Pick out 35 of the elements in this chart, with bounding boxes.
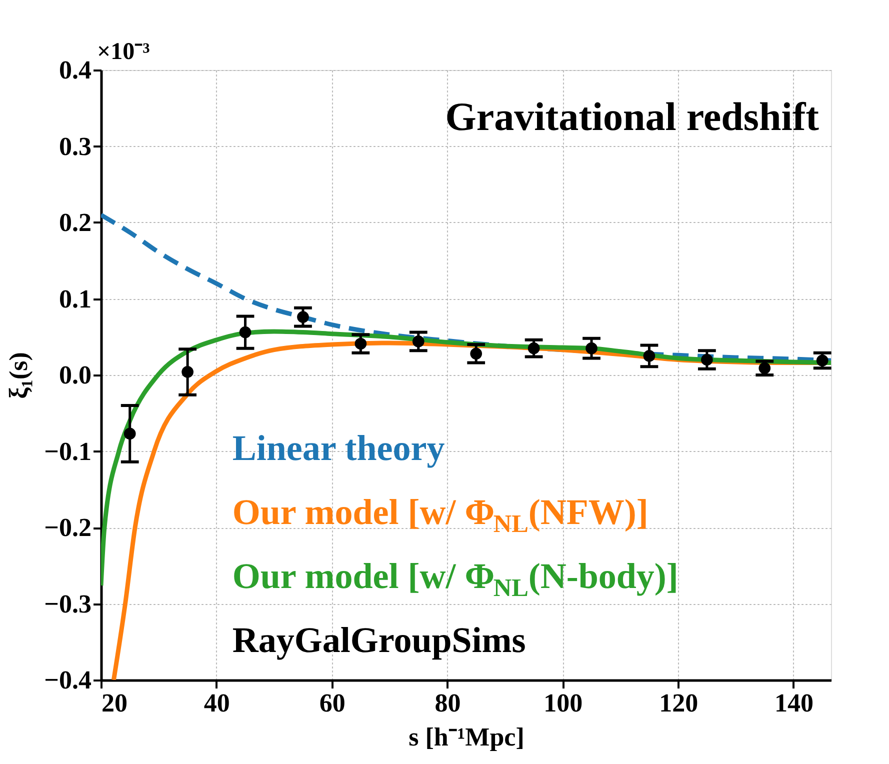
point bbox=[528, 342, 540, 354]
point bbox=[354, 338, 367, 350]
point bbox=[643, 350, 656, 362]
x-axis-title: s [h⁻¹Mpc] bbox=[408, 722, 524, 752]
x-tick-label: 40 bbox=[204, 688, 230, 718]
y-tick-label: −0.2 bbox=[44, 513, 92, 542]
text: Gravitational redshift bbox=[445, 94, 820, 139]
y-tick-label: 0.3 bbox=[59, 132, 92, 161]
x-tick-label: 120 bbox=[659, 688, 698, 718]
point bbox=[124, 428, 136, 440]
y-tick-label: 0.1 bbox=[59, 284, 92, 314]
y-tick-label: −0.3 bbox=[44, 589, 92, 618]
text: RayGalGroupSims bbox=[232, 620, 526, 660]
x-tick-label: 80 bbox=[434, 688, 461, 718]
y-tick-label: −0.1 bbox=[44, 436, 92, 466]
text: Linear theory bbox=[232, 428, 445, 468]
point bbox=[701, 354, 713, 366]
point bbox=[470, 348, 482, 360]
x-tick-label: 60 bbox=[319, 688, 346, 718]
y-axis-title: ξ₁(s) bbox=[4, 352, 34, 399]
y-tick-label: −0.4 bbox=[44, 666, 92, 694]
point bbox=[239, 326, 252, 338]
point bbox=[816, 354, 828, 366]
point bbox=[412, 336, 424, 348]
point bbox=[297, 311, 309, 323]
y-tick-label: 0.2 bbox=[59, 208, 92, 237]
point bbox=[586, 342, 598, 354]
point bbox=[758, 362, 771, 374]
x-tick-label: 20 bbox=[102, 688, 128, 718]
point bbox=[182, 366, 194, 378]
y-tick-label: 0.4 bbox=[59, 56, 92, 84]
x-tick-label: 100 bbox=[544, 688, 583, 718]
text: ×10⁻³ bbox=[97, 39, 150, 65]
y-tick-label: 0.0 bbox=[59, 360, 92, 390]
x-tick-label: 140 bbox=[774, 688, 814, 718]
